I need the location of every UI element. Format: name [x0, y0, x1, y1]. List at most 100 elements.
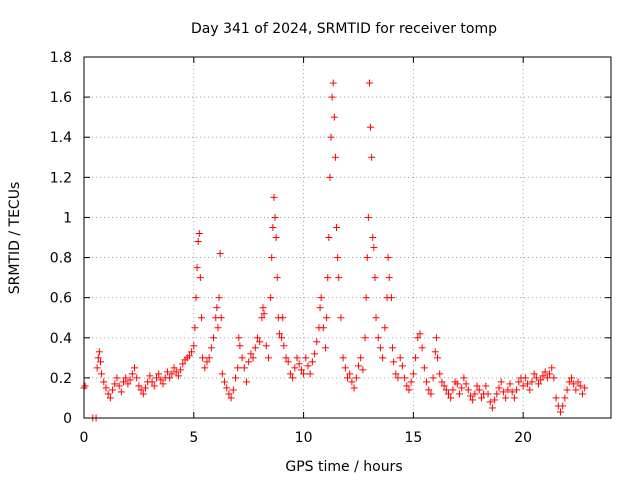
data-point [346, 370, 354, 378]
data-point [381, 324, 389, 332]
data-point [232, 374, 240, 382]
data-point [325, 234, 333, 241]
data-point [414, 334, 422, 342]
data-point [493, 390, 501, 398]
data-point [166, 374, 174, 382]
data-point [260, 310, 268, 318]
data-point [218, 370, 226, 378]
data-point [499, 388, 507, 396]
data-point [313, 338, 321, 346]
data-point [238, 354, 246, 362]
data-point [115, 382, 123, 390]
data-point [190, 342, 198, 350]
data-point [148, 378, 156, 386]
data-point [543, 374, 551, 382]
x-tick-label: 5 [189, 430, 198, 446]
data-point [253, 334, 261, 342]
data-point [249, 354, 257, 362]
data-point [541, 368, 549, 376]
data-point [539, 372, 547, 380]
data-point [344, 374, 351, 382]
data-point [486, 398, 494, 406]
data-point [473, 382, 481, 390]
data-point [519, 382, 527, 390]
x-tick-label: 20 [514, 430, 532, 446]
data-point [537, 376, 545, 384]
data-point [364, 213, 372, 221]
data-point [229, 386, 237, 394]
data-point [341, 364, 349, 372]
data-point [363, 254, 371, 262]
data-point [275, 330, 283, 338]
data-point [205, 354, 213, 362]
data-point [210, 334, 218, 342]
data-point [429, 374, 437, 382]
data-point [508, 388, 516, 396]
data-point [264, 354, 272, 362]
data-point [126, 376, 134, 384]
data-point [324, 274, 332, 282]
data-point [131, 364, 139, 372]
chart-title: Day 341 of 2024, SRMTID for receiver tom… [191, 21, 497, 37]
data-point [271, 213, 279, 221]
data-point [306, 370, 314, 378]
data-point [561, 394, 569, 402]
data-point [141, 384, 149, 392]
data-point [213, 304, 221, 312]
data-point [192, 294, 200, 302]
data-point [95, 348, 103, 356]
data-point [427, 390, 435, 398]
data-point [447, 394, 455, 402]
data-point [163, 368, 171, 376]
data-point [528, 378, 536, 386]
data-point [385, 274, 393, 282]
data-point [106, 394, 114, 402]
y-tick-label: 1 [63, 210, 72, 226]
data-point [334, 254, 342, 262]
data-point [390, 358, 398, 366]
data-point [308, 358, 316, 366]
y-tick-label: 0.4 [50, 331, 72, 347]
data-point [574, 378, 582, 386]
data-point [502, 394, 510, 402]
data-point [104, 390, 112, 398]
data-point [432, 334, 440, 342]
data-point [124, 380, 132, 388]
data-point [174, 372, 182, 380]
data-point [442, 386, 450, 394]
data-point [259, 304, 267, 312]
data-point [256, 338, 264, 346]
data-point [282, 354, 290, 362]
y-tick-label: 1.2 [50, 170, 72, 186]
data-point [578, 390, 586, 398]
data-point [436, 370, 444, 378]
data-point [316, 304, 324, 312]
data-point [157, 376, 165, 384]
data-point [352, 374, 360, 382]
axes [83, 56, 612, 419]
data-point [524, 380, 532, 388]
tick-labels: 0 5 10 15 20 0 0.2 0.4 0.6 0.8 1 1.2 1.4 1.6 1.8 [50, 50, 532, 446]
data-point [384, 254, 392, 262]
y-tick-label: 1.8 [50, 50, 72, 66]
data-point [268, 254, 276, 262]
data-point [491, 396, 499, 404]
data-point [199, 354, 207, 362]
data-point [326, 173, 334, 181]
data-point [152, 374, 160, 382]
data-point [362, 294, 370, 302]
data-point [515, 378, 523, 386]
data-point [269, 223, 277, 231]
data-point [311, 350, 319, 358]
data-point [317, 294, 325, 302]
data-point [225, 390, 233, 398]
data-point [354, 362, 362, 370]
data-point [495, 384, 503, 392]
data-point [193, 264, 201, 272]
x-axis-title: GPS time / hours [285, 459, 402, 475]
data-point [504, 386, 512, 394]
data-point [462, 380, 470, 388]
data-point [572, 386, 580, 394]
data-point [203, 358, 211, 366]
